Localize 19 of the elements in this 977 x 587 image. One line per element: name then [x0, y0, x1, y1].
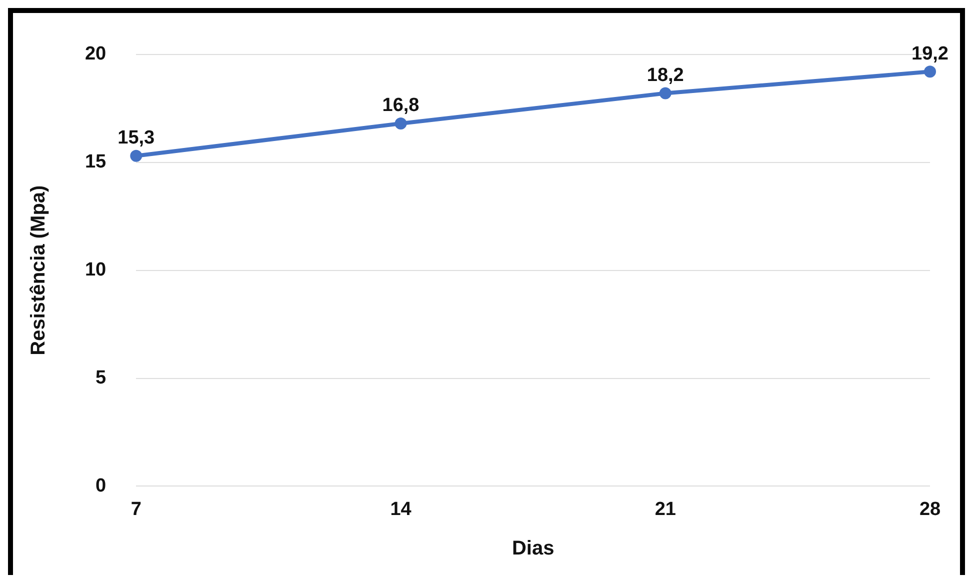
- text: 19,2: [912, 43, 948, 64]
- text: 15,3: [118, 128, 155, 149]
- point: [659, 87, 672, 100]
- point: [394, 117, 407, 130]
- text: 18,2: [646, 64, 684, 86]
- x-tick-label: 28: [919, 498, 941, 520]
- y-tick-label: 0: [96, 475, 106, 496]
- x-tick-label: 7: [130, 498, 142, 520]
- text: 16,8: [382, 95, 420, 116]
- y-tick-label: 20: [84, 44, 106, 65]
- y-tick-label: 15: [84, 152, 107, 173]
- y-axis-title: Resistência (Mpa): [28, 185, 50, 356]
- x-tick-label: 14: [390, 498, 412, 520]
- y-tick-label: 10: [84, 260, 106, 281]
- y-tick-label: 5: [96, 367, 107, 388]
- x-axis-title: Dias: [512, 538, 554, 560]
- point: [130, 150, 142, 162]
- point: [924, 66, 936, 78]
- x-tick-label: 21: [654, 498, 676, 520]
